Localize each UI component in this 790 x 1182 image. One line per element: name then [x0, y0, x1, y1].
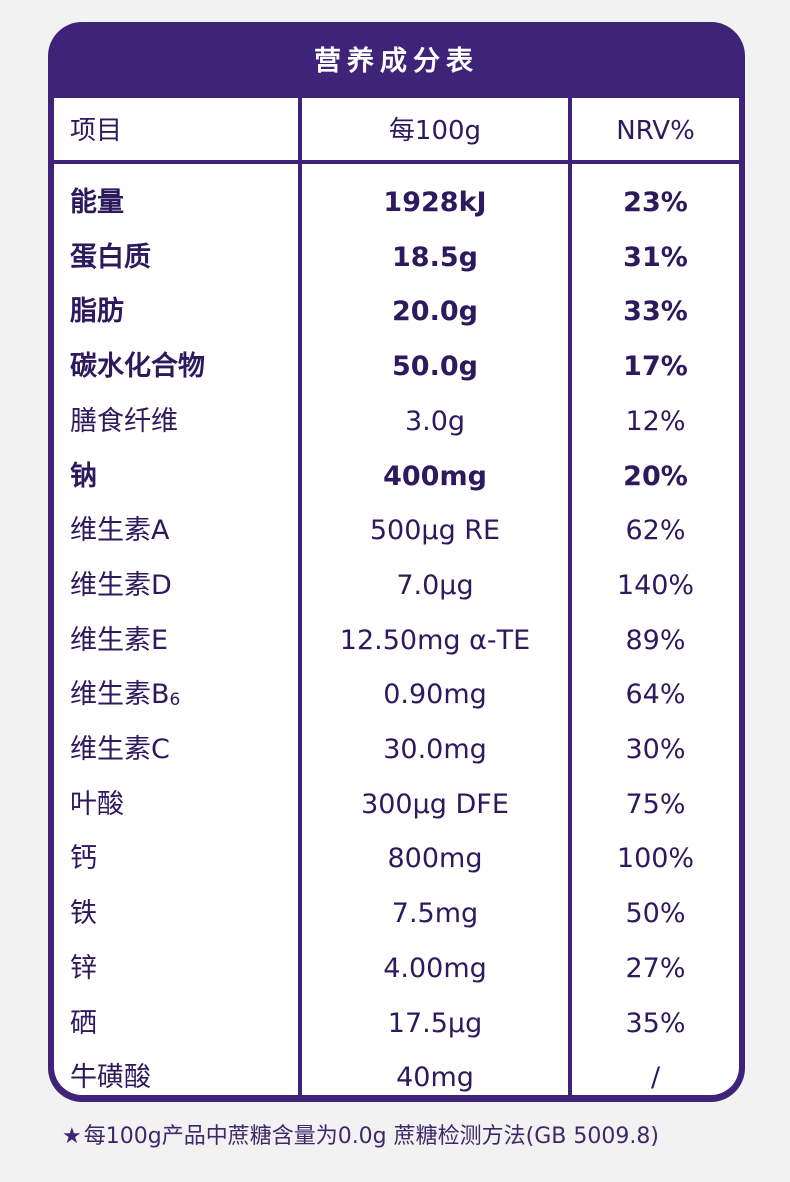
nutrient-name: 锌	[70, 942, 298, 996]
nutrient-name: 钠	[70, 450, 298, 504]
nutrient-nrv: 100%	[616, 843, 695, 875]
nutrient-nrv: 17%	[623, 351, 688, 383]
table-row: 锌 4.00mg 27%	[54, 942, 739, 996]
nutrient-name: 维生素D	[70, 559, 298, 613]
nutrient-name-text: 铁	[70, 898, 97, 930]
nutrient-name: 脂肪	[70, 285, 298, 339]
nutrient-value: 12.50mg α-TE	[339, 624, 531, 656]
nutrient-nrv: 35%	[625, 1007, 686, 1039]
nutrient-name-subscript: 6	[169, 690, 181, 711]
nutrient-value: 40mg	[396, 1062, 474, 1094]
nutrient-value: 18.5g	[392, 241, 478, 273]
nutrient-name: 能量	[70, 176, 298, 230]
nutrient-value: 7.0μg	[396, 569, 474, 601]
table-row: 维生素D 7.0μg 140%	[54, 559, 739, 613]
header-item: 项目	[70, 116, 123, 146]
nutrient-nrv: 140%	[616, 569, 695, 601]
nutrient-nrv: 23%	[623, 187, 688, 218]
nutrient-name: 叶酸	[70, 778, 298, 832]
nutrient-name: 维生素C	[70, 723, 298, 777]
footnote-text: 每100g产品中蔗糖含量为0.0g 蔗糖检测方法(GB 5009.8)	[83, 1124, 659, 1149]
nutrient-name: 维生素E	[70, 614, 298, 668]
table-row: 能量 1928kJ 23%	[54, 176, 739, 230]
nutrient-nrv: 12%	[625, 405, 686, 437]
nutrition-panel: 营养成分表 项目 每100g NRV% 能量 1928kJ 23% 蛋白质 18.5g 3…	[48, 22, 745, 1102]
nutrient-nrv: 27%	[625, 952, 686, 984]
nutrient-name-text: 牛磺酸	[70, 1062, 151, 1094]
nutrient-name-text: 脂肪	[70, 296, 124, 328]
nutrient-nrv: 20%	[623, 460, 688, 492]
nutrient-name: 蛋白质	[70, 231, 298, 285]
nutrient-name: 维生素B6	[70, 668, 298, 722]
table-row: 钠 400mg 20%	[54, 450, 739, 504]
nutrient-value: 4.00mg	[383, 952, 487, 984]
table-row: 蛋白质 18.5g 31%	[54, 231, 739, 285]
nutrient-name: 铁	[70, 887, 298, 941]
table-row: 维生素C 30.0mg 30%	[54, 723, 739, 777]
table-row: 维生素A 500μg RE 62%	[54, 504, 739, 558]
nutrient-name: 碳水化合物	[70, 340, 298, 394]
table-row: 脂肪 20.0g 33%	[54, 285, 739, 339]
nutrient-value: 50.0g	[392, 351, 478, 383]
nutrient-name: 膳食纤维	[70, 395, 298, 449]
star-icon: ★	[62, 1124, 82, 1149]
nutrient-name-text: 维生素A	[70, 515, 170, 547]
nutrient-name-text: 维生素E	[70, 624, 169, 656]
nutrient-name-text: 膳食纤维	[70, 405, 178, 437]
table-row: 叶酸 300μg DFE 75%	[54, 778, 739, 832]
nutrient-name: 牛磺酸	[70, 1051, 298, 1095]
footnote: ★每100g产品中蔗糖含量为0.0g 蔗糖检测方法(GB 5009.8)	[62, 1118, 762, 1150]
nutrient-nrv: 31%	[623, 241, 688, 273]
table-title: 营养成分表	[314, 46, 479, 77]
nutrient-value: 3.0g	[404, 405, 466, 437]
nutrient-nrv: 33%	[623, 296, 688, 328]
nutrient-value: 1928kJ	[383, 187, 487, 218]
table-row: 牛磺酸 40mg /	[54, 1051, 739, 1095]
nutrient-value: 0.90mg	[383, 679, 487, 711]
nutrient-nrv: 75%	[625, 788, 686, 820]
nutrient-nrv: /	[650, 1062, 661, 1094]
nutrient-name-text: 碳水化合物	[70, 351, 205, 383]
table-row: 维生素B6 0.90mg 64%	[54, 668, 739, 722]
table-row: 碳水化合物 50.0g 17%	[54, 340, 739, 394]
nutrient-nrv: 50%	[625, 898, 686, 930]
nutrient-name: 维生素A	[70, 504, 298, 558]
nutrient-value: 20.0g	[392, 296, 478, 328]
header-per100g: 每100g	[388, 116, 482, 146]
table-row: 膳食纤维 3.0g 12%	[54, 395, 739, 449]
nutrient-value: 30.0mg	[383, 734, 487, 765]
nutrient-value: 500μg RE	[369, 515, 501, 547]
column-divider-2	[568, 98, 572, 1095]
nutrient-name-text: 蛋白质	[70, 241, 151, 273]
nutrient-value: 800mg	[387, 843, 483, 875]
nutrient-name-text: 硒	[70, 1007, 97, 1039]
nutrient-name: 钙	[70, 832, 298, 886]
header-nrv: NRV%	[616, 116, 695, 146]
nutrient-nrv: 30%	[625, 734, 686, 765]
nutrient-name-text: 维生素C	[70, 734, 170, 765]
nutrient-name-text: 钠	[70, 460, 97, 492]
nutrient-name-text: 锌	[70, 952, 97, 984]
header-divider	[54, 160, 739, 164]
nutrient-name-text: 叶酸	[70, 788, 124, 820]
nutrient-name-text: 维生素B	[70, 679, 170, 711]
nutrient-value: 300μg DFE	[361, 788, 509, 820]
nutrient-nrv: 89%	[625, 624, 686, 656]
nutrient-nrv: 62%	[625, 515, 686, 547]
nutrient-value: 400mg	[383, 460, 487, 492]
nutrient-name-text: 钙	[70, 843, 97, 875]
table-row: 硒 17.5μg 35%	[54, 997, 739, 1051]
nutrient-value: 7.5mg	[391, 898, 479, 930]
nutrient-name-text: 能量	[70, 187, 124, 218]
nutrient-value: 17.5μg	[387, 1007, 483, 1039]
header-row: 项目 每100g NRV%	[54, 102, 739, 156]
nutrient-name: 硒	[70, 997, 298, 1051]
table-row: 钙 800mg 100%	[54, 832, 739, 886]
nutrition-table: 项目 每100g NRV% 能量 1928kJ 23% 蛋白质 18.5g 31% 脂肪 20…	[54, 98, 739, 1095]
column-divider-1	[298, 98, 302, 1095]
nutrient-nrv: 64%	[625, 679, 686, 711]
table-row: 铁 7.5mg 50%	[54, 887, 739, 941]
nutrient-name-text: 维生素D	[70, 569, 172, 601]
table-row: 维生素E 12.50mg α-TE 89%	[54, 614, 739, 668]
